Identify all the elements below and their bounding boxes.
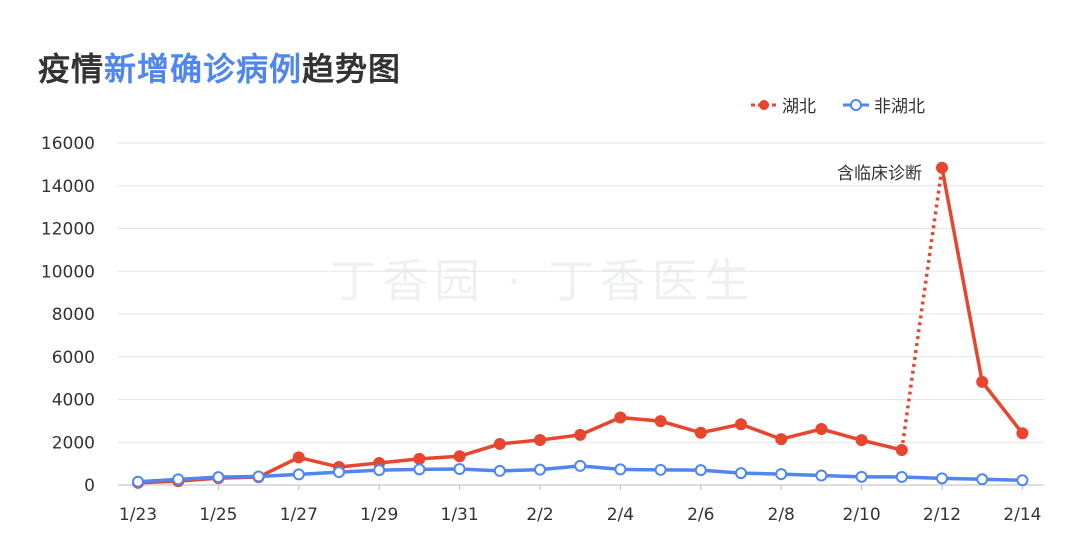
x-tick-label: 1/25 <box>199 505 237 525</box>
x-tick-label: 1/29 <box>360 505 398 525</box>
x-tick-label: 2/4 <box>607 505 634 525</box>
series-line-hubei-dotted <box>900 167 944 451</box>
y-tick-label: 12000 <box>41 220 95 240</box>
x-tick-label: 2/10 <box>843 505 881 525</box>
title-highlight: 新增确诊病例 <box>104 50 303 88</box>
data-point-other <box>493 464 506 477</box>
data-point-hubei <box>775 433 788 446</box>
data-point-other <box>333 466 345 479</box>
data-point-other <box>132 475 144 488</box>
y-tick-labels: 0 2000 4000 6000 8000 10000 12000 14000 16000 <box>41 134 95 496</box>
data-point-other <box>453 462 466 475</box>
data-point-other <box>735 467 747 480</box>
data-point-hubei <box>413 452 426 465</box>
data-point-hubei <box>694 426 707 439</box>
data-point-hubei <box>654 415 667 428</box>
grid-lines <box>118 142 1044 490</box>
data-point-hubei <box>292 451 305 464</box>
x-tick-label: 2/6 <box>687 505 714 525</box>
y-tick-label: 6000 <box>52 348 95 368</box>
data-point-other <box>654 463 667 476</box>
data-point-other <box>936 472 948 485</box>
chart-legend: 湖北 非湖北 <box>750 92 951 117</box>
x-tick-label: 1/23 <box>119 505 157 525</box>
data-point-other <box>534 463 546 476</box>
data-point-other <box>172 473 185 486</box>
legend-item-hubei[interactable]: 湖北 <box>750 92 816 117</box>
data-point-hubei <box>534 434 546 447</box>
series-layer <box>132 161 1029 489</box>
data-point-other <box>895 470 908 483</box>
x-tick-label: 2/2 <box>526 505 553 525</box>
data-point-other <box>212 471 225 484</box>
y-tick-label: 14000 <box>41 177 95 197</box>
x-tick-label: 2/12 <box>923 505 961 525</box>
data-point-hubei <box>855 434 868 447</box>
legend-marker-hubei <box>751 99 777 110</box>
data-point-hubei <box>574 428 587 441</box>
x-tick-label: 2/14 <box>1003 505 1041 525</box>
data-point-hubei <box>815 423 828 436</box>
title-part-3: 趋势图 <box>302 50 402 88</box>
data-point-other <box>694 464 707 477</box>
data-point-other <box>614 463 627 476</box>
data-point-hubei <box>976 375 989 388</box>
data-point-other <box>775 468 788 481</box>
legend-marker-other <box>843 98 869 111</box>
data-point-other <box>574 459 587 472</box>
x-tick-label: 1/31 <box>441 505 479 525</box>
data-point-other <box>373 464 386 477</box>
annotation-layer: 含临床诊断 <box>837 164 922 184</box>
data-point-other <box>976 473 989 486</box>
y-tick-label: 0 <box>84 476 95 496</box>
y-tick-label: 16000 <box>41 134 95 154</box>
data-point-other <box>292 468 305 481</box>
data-point-hubei <box>895 443 908 456</box>
data-point-other <box>815 469 828 482</box>
data-point-hubei <box>453 450 466 463</box>
y-tick-label: 8000 <box>52 305 95 325</box>
x-tick-labels: 1/23 1/25 1/27 1/29 1/31 2/2 2/4 2/6 2/8 2/10 2/12… <box>119 505 1042 525</box>
data-point-other <box>1016 474 1029 487</box>
y-tick-label: 4000 <box>52 391 95 411</box>
data-point-other <box>252 470 265 483</box>
legend-label-hubei: 湖北 <box>782 97 816 117</box>
x-tick-label: 2/8 <box>768 505 795 525</box>
data-point-other <box>413 463 426 476</box>
annotation-label: 含临床诊断 <box>837 164 922 184</box>
chart-title: 疫情新增确诊病例趋势图 <box>38 44 401 90</box>
data-point-hubei <box>614 411 627 424</box>
data-point-hubei <box>493 437 506 450</box>
title-part-1: 疫情 <box>38 50 105 88</box>
series-line-hubei-tail <box>940 167 1024 435</box>
y-tick-label: 10000 <box>41 262 95 282</box>
series-line-hubei <box>137 415 903 485</box>
y-tick-label: 2000 <box>52 433 95 453</box>
data-point-hubei <box>735 418 747 431</box>
data-point-hubei <box>936 161 948 174</box>
data-point-other <box>855 470 868 483</box>
x-tick-label: 1/27 <box>280 505 318 525</box>
legend-item-other[interactable]: 非湖北 <box>842 92 925 117</box>
legend-label-other: 非湖北 <box>874 97 925 117</box>
data-point-hubei <box>1016 427 1029 440</box>
